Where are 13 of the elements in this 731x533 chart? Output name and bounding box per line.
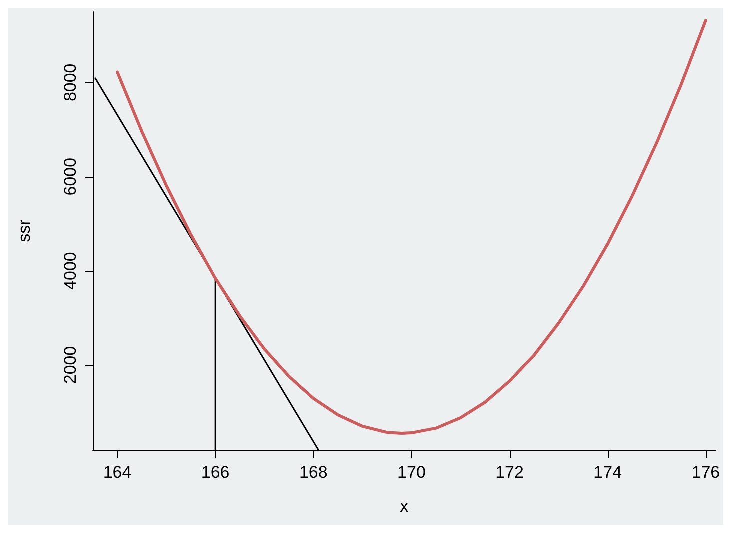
x-tick-label: 166 bbox=[201, 463, 230, 482]
x-tick-label: 170 bbox=[398, 463, 426, 482]
x-tick-label: 176 bbox=[692, 463, 720, 482]
x-tick-label: 168 bbox=[299, 463, 328, 482]
x-tick-label: 174 bbox=[594, 463, 622, 482]
x-tick-label: 164 bbox=[103, 463, 132, 482]
y-tick-label: 8000 bbox=[61, 64, 80, 102]
y-axis-title: ssr bbox=[15, 219, 34, 242]
y-tick-label: 6000 bbox=[61, 158, 80, 196]
y-tick-label: 2000 bbox=[61, 346, 80, 384]
y-tick-label: 4000 bbox=[61, 252, 80, 290]
x-axis-title: x bbox=[400, 497, 410, 516]
x-tick-label: 172 bbox=[496, 463, 524, 482]
